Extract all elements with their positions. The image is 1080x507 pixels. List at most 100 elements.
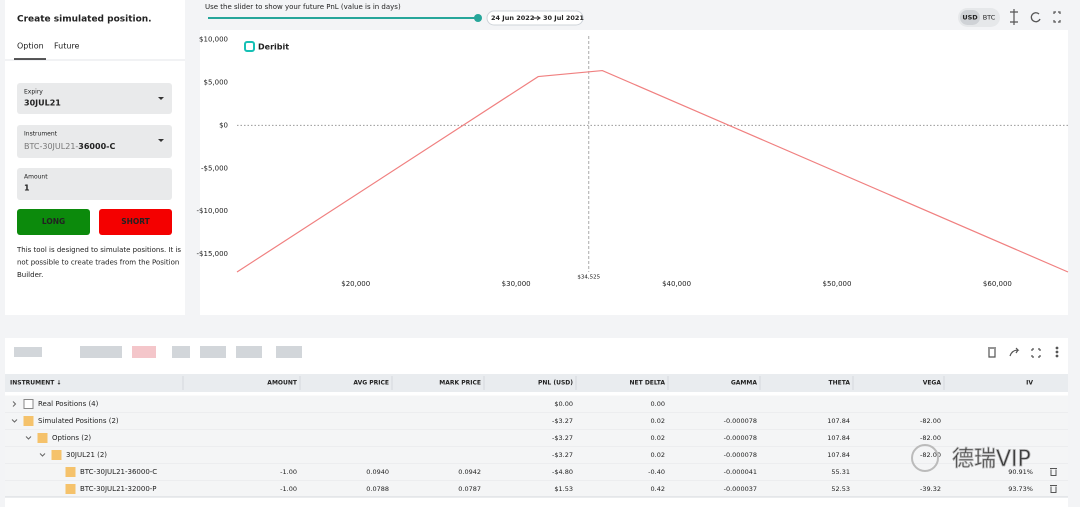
cell-mark: 0.0787	[458, 485, 481, 493]
table-row[interactable]	[5, 463, 1068, 481]
table-row[interactable]	[5, 480, 1068, 498]
cell-avg: 0.0940	[366, 468, 389, 476]
icon-reset[interactable]	[1030, 12, 1041, 23]
table-row[interactable]	[5, 429, 1068, 447]
checkbox[interactable]	[23, 416, 34, 426]
column-header: NET DELTA	[630, 380, 666, 387]
cell-gamma: -0.000078	[724, 417, 757, 425]
cell-delta: 0.00	[651, 400, 665, 408]
cell-delta: -0.40	[648, 468, 665, 476]
expand-chevron	[25, 436, 32, 440]
field-label: Amount	[24, 174, 48, 181]
table-icons[interactable]	[988, 346, 1059, 358]
tab: Future	[54, 42, 80, 51]
x-tick-label: $40,000	[662, 280, 691, 288]
button-label: SHORT	[121, 217, 150, 226]
from-date: 24 Jun 2022	[491, 14, 534, 22]
column-header: MARK PRICE	[439, 380, 481, 387]
table-row[interactable]	[5, 446, 1068, 464]
cell-vega: -82.00	[920, 434, 941, 442]
cell-delta: 0.02	[651, 451, 665, 459]
brand-logo	[244, 41, 255, 52]
cell-iv: 90.91%	[1008, 468, 1033, 476]
instrument: BTC-30JUL21-32000-P	[80, 485, 157, 493]
icon-fullscreen[interactable]	[1053, 11, 1061, 23]
value-bold: 36000-C	[78, 142, 115, 151]
column-header: VEGA	[923, 380, 942, 387]
cell-mark: 0.0942	[458, 468, 481, 476]
y-tick-label: -$15,000	[197, 250, 228, 258]
instrument: BTC-30JUL21-36000-C	[80, 468, 157, 476]
cell-avg: 0.0788	[366, 485, 389, 493]
delete-icon[interactable]	[1050, 468, 1057, 476]
cell-delta: 0.42	[651, 485, 665, 493]
column-header: THETA	[829, 380, 851, 387]
column-header: INSTRUMENT ↓	[10, 380, 61, 387]
cell-iv: 93.73%	[1008, 485, 1033, 493]
toggle-option: USD	[962, 14, 978, 22]
field-box[interactable]	[17, 125, 172, 158]
watermark: 德瑞VIP	[952, 447, 1031, 472]
cell-theta: 107.84	[827, 434, 850, 442]
value-prefix: BTC-30JUL21-	[24, 142, 78, 151]
y-tick-label: $0	[219, 121, 228, 129]
dropdown-arrow	[158, 97, 164, 100]
expand-chevron	[39, 453, 46, 457]
column-header: AMOUNT	[267, 380, 298, 387]
brand-name: Deribit	[258, 43, 289, 52]
pnl-line	[236, 69, 1069, 273]
cell-theta: 52.53	[831, 485, 850, 493]
field-box[interactable]	[17, 83, 172, 114]
x-tick-label: $30,000	[502, 280, 531, 288]
panel-title: Create simulated position.	[17, 15, 152, 25]
to-date: 30 Jul 2021	[543, 14, 584, 22]
toggle-active	[960, 10, 980, 25]
column-header: GAMMA	[731, 380, 758, 387]
cell-vega: -82.00	[920, 417, 941, 425]
cell-theta: 107.84	[827, 417, 850, 425]
dropdown-arrow	[158, 139, 164, 142]
x-tick-label: $60,000	[983, 280, 1012, 288]
y-tick-label: -$10,000	[197, 207, 228, 215]
cell-gamma: -0.000078	[724, 434, 757, 442]
note-line: Builder.	[17, 271, 43, 279]
table-footer	[5, 497, 1068, 507]
button[interactable]	[17, 209, 90, 235]
y-tick-label: $10,000	[199, 36, 228, 44]
button[interactable]	[99, 209, 172, 235]
cell-pnl: $1.53	[554, 485, 573, 493]
chart-card	[200, 30, 1068, 315]
checkbox[interactable]	[37, 433, 48, 443]
checkbox[interactable]	[23, 399, 34, 409]
cell-pnl: $0.00	[554, 400, 573, 408]
column-header: AVG PRICE	[353, 380, 389, 387]
checkbox[interactable]	[65, 484, 76, 494]
column-header: PNL (USD)	[538, 380, 573, 387]
y-tick-label: $5,000	[204, 79, 229, 87]
instrument: Real Positions (4)	[38, 400, 99, 408]
cell-vega: -39.32	[920, 485, 941, 493]
field-value: 1	[24, 184, 30, 193]
cell-pnl: -$4.80	[552, 468, 573, 476]
slider-knob[interactable]	[474, 14, 482, 22]
field-box[interactable]	[17, 168, 172, 200]
delete-icon[interactable]	[1050, 485, 1057, 493]
blurred-tabs	[14, 346, 302, 358]
field-label: Instrument	[24, 131, 58, 138]
field-label: Expiry	[24, 89, 43, 96]
instrument: 30JUL21 (2)	[66, 451, 107, 459]
table-row[interactable]	[5, 412, 1068, 430]
checkbox[interactable]	[51, 450, 62, 460]
field-value: 30JUL21	[24, 99, 61, 108]
note-line: This tool is designed to simulate positi…	[16, 246, 181, 254]
checkbox[interactable]	[65, 467, 76, 477]
cell-theta: 107.84	[827, 451, 850, 459]
date-arrow	[532, 15, 541, 21]
icon-scale[interactable]	[1010, 9, 1018, 25]
cell-gamma: -0.000041	[724, 468, 757, 476]
slider-caption: Use the slider to show your future PnL (…	[205, 3, 401, 11]
table-row[interactable]	[5, 395, 1068, 413]
cell-delta: 0.02	[651, 417, 665, 425]
expand-chevron	[11, 419, 18, 423]
